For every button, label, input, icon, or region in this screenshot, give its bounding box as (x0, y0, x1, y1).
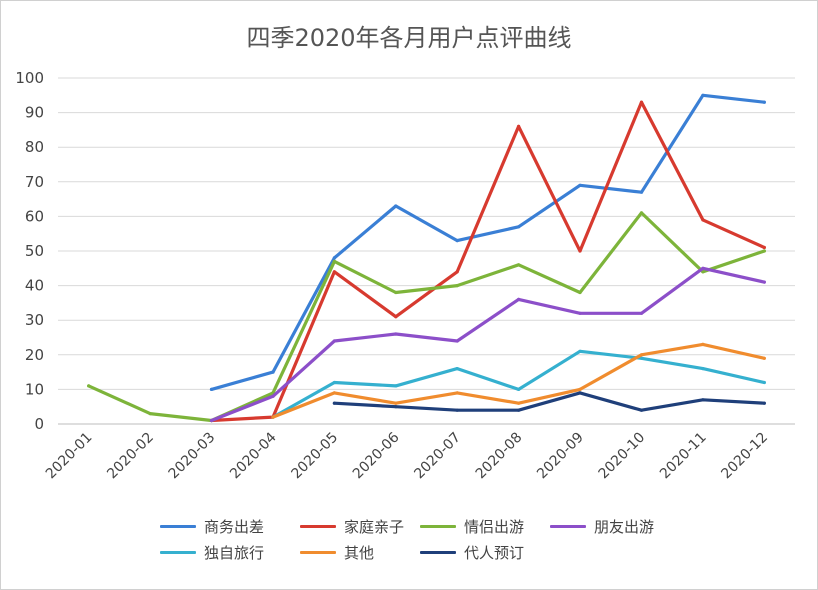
series-line (209, 100, 766, 423)
x-tick-label: 2020-01 (43, 430, 96, 483)
legend-label: 家庭亲子 (344, 518, 405, 536)
legend-item: 朋友出游 (550, 516, 654, 537)
y-tick-label: 30 (25, 311, 44, 329)
y-tick-labels: 0 10 20 30 40 50 60 70 80 90 100 (15, 69, 44, 433)
x-tick-label: 2020-02 (104, 430, 157, 483)
legend-label: 独自旅行 (204, 544, 265, 562)
y-tick-label: 20 (25, 346, 44, 364)
series-lines (87, 93, 766, 423)
legend-swatch (300, 551, 336, 554)
y-tick-label: 10 (25, 380, 44, 398)
x-tick-label: 2020-03 (166, 430, 219, 483)
legend-item: 其他 (300, 542, 374, 563)
y-tick-label: 70 (25, 173, 44, 191)
legend-label: 代人预订 (464, 544, 525, 562)
series-line (271, 349, 766, 419)
x-tick-label: 2020-06 (350, 429, 403, 482)
y-tick-label: 0 (34, 415, 44, 433)
legend-swatch (300, 525, 336, 528)
series-line (87, 211, 766, 423)
y-tick-label: 80 (25, 138, 44, 156)
legend-swatch (160, 551, 196, 554)
series-line (332, 391, 766, 412)
x-tick-label: 2020-11 (657, 430, 710, 483)
x-tick-label: 2020-12 (718, 430, 771, 483)
series-line (271, 342, 766, 419)
x-tick-label: 2020-07 (411, 430, 464, 483)
chart-title: 四季2020年各月用户点评曲线 (246, 24, 572, 52)
x-tick-labels: 2020-01 2020-02 2020-03 2020-04 2020-05 2020-… (43, 429, 771, 482)
legend-swatch (550, 525, 586, 528)
legend-swatch (420, 551, 456, 554)
y-tick-label: 90 (25, 104, 44, 122)
x-tick-label: 2020-04 (227, 429, 280, 482)
legend-swatch (160, 525, 196, 528)
series-1 (209, 100, 766, 423)
y-tick-label: 60 (25, 207, 44, 225)
x-tick-label: 2020-05 (289, 430, 342, 483)
x-tick-label: 2020-09 (534, 430, 587, 483)
legend-item: 商务出差 (160, 516, 264, 537)
legend-label: 商务出差 (204, 518, 265, 536)
series-0 (209, 93, 766, 391)
legend-item: 代人预订 (420, 542, 524, 563)
series-line (209, 93, 766, 391)
legend-item: 情侣出游 (420, 516, 524, 537)
legend-label: 其他 (344, 544, 375, 562)
series-5 (271, 342, 766, 419)
x-tick-label: 2020-08 (473, 430, 526, 483)
grid-lines (58, 77, 795, 425)
series-6 (332, 391, 766, 412)
series-3 (209, 266, 766, 423)
series-2 (87, 211, 766, 423)
series-4 (271, 349, 766, 419)
y-tick-label: 40 (25, 277, 44, 295)
y-tick-label: 100 (15, 69, 44, 87)
y-tick-label: 50 (25, 242, 44, 260)
legend-label: 朋友出游 (594, 518, 655, 536)
x-tick-label: 2020-10 (596, 430, 649, 483)
legend-swatch (420, 525, 456, 528)
series-line (209, 266, 766, 423)
legend-label: 情侣出游 (464, 518, 525, 536)
legend-item: 家庭亲子 (300, 516, 404, 537)
legend-item: 独自旅行 (160, 542, 264, 563)
